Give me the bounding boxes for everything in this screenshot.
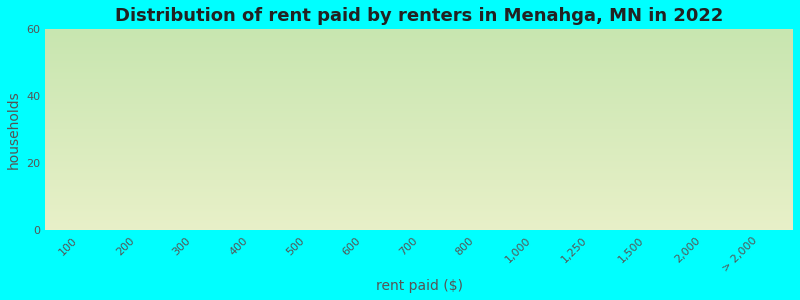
Bar <box>735 143 783 230</box>
Bar <box>226 194 274 230</box>
Text: City-Data.com: City-Data.com <box>614 43 693 53</box>
X-axis label: rent paid ($): rent paid ($) <box>376 279 462 293</box>
Bar <box>55 197 103 230</box>
Bar <box>452 203 500 230</box>
Bar <box>565 157 614 230</box>
Title: Distribution of rent paid by renters in Menahga, MN in 2022: Distribution of rent paid by renters in … <box>115 7 723 25</box>
Y-axis label: households: households <box>7 90 21 169</box>
Bar <box>112 180 160 230</box>
Bar <box>338 136 386 230</box>
Bar <box>395 80 443 230</box>
Bar <box>282 194 330 230</box>
Bar <box>169 220 217 230</box>
Bar <box>622 227 670 230</box>
